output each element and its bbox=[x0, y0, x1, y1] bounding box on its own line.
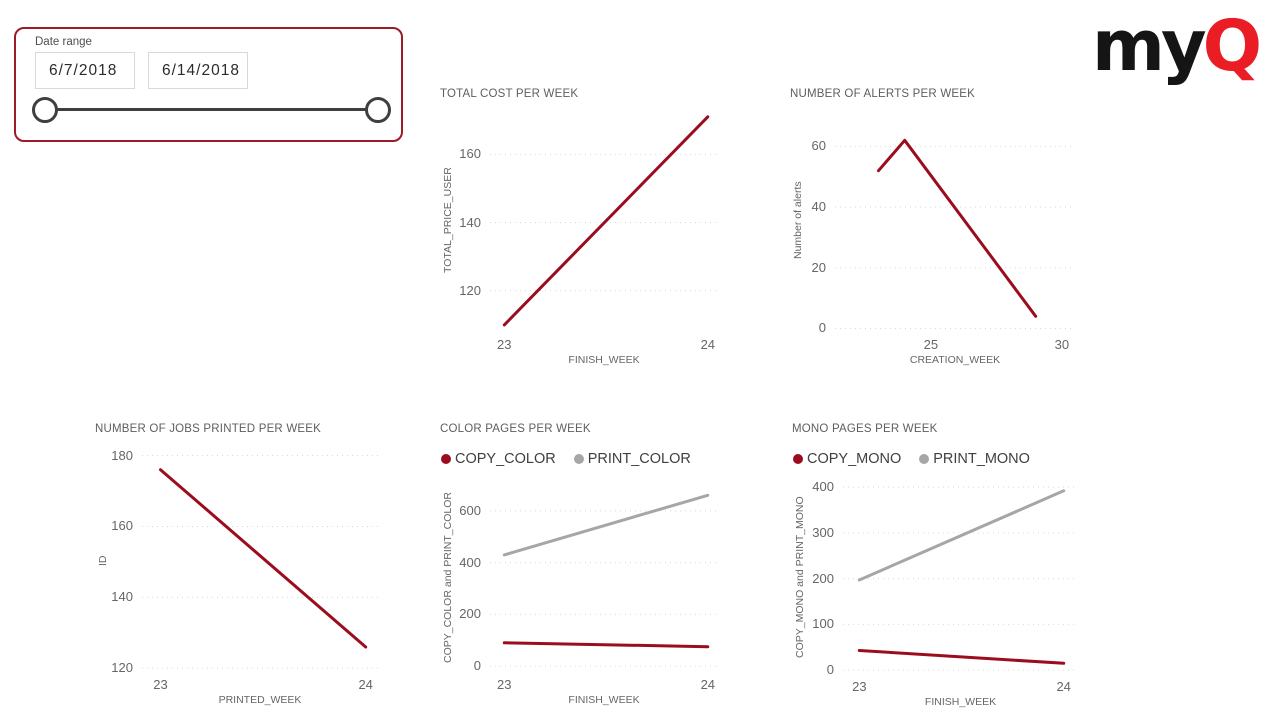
x-tick-label: 24 bbox=[358, 677, 373, 692]
x-tick-label: 23 bbox=[852, 679, 867, 694]
chart-jobs-printed-per-week: NUMBER OF JOBS PRINTED PER WEEK ID PRINT… bbox=[93, 421, 393, 721]
legend-dot-icon bbox=[441, 454, 451, 464]
y-tick-label: 200 bbox=[812, 570, 834, 586]
plot-area bbox=[490, 115, 718, 327]
plot-area bbox=[142, 455, 378, 669]
end-date-input[interactable] bbox=[148, 52, 248, 89]
y-tick-label: 60 bbox=[811, 138, 826, 154]
legend-item-copy-color: COPY_COLOR bbox=[441, 451, 556, 467]
series-line-PRINT_COLOR[interactable] bbox=[502, 493, 710, 557]
date-range-slider-track[interactable] bbox=[45, 108, 378, 111]
y-tick-label: 120 bbox=[111, 660, 133, 676]
y-tick-label: 400 bbox=[459, 554, 481, 570]
series-line-PRINT_MONO[interactable] bbox=[857, 489, 1066, 582]
x-axis-title: PRINTED_WEEK bbox=[218, 694, 302, 706]
legend-dot-icon bbox=[919, 454, 930, 464]
y-tick-label: 140 bbox=[111, 589, 133, 605]
series-line-TOTAL_PRICE_USER[interactable] bbox=[502, 115, 710, 327]
chart-total-cost-per-week: TOTAL COST PER WEEK TOTAL_PRICE_USER FIN… bbox=[438, 86, 730, 386]
x-tick-label: 23 bbox=[497, 337, 512, 352]
plot-area bbox=[835, 138, 1075, 329]
x-tick-label: 30 bbox=[1054, 337, 1070, 352]
x-tick-label: 24 bbox=[1056, 679, 1071, 694]
chart-title: NUMBER OF JOBS PRINTED PER WEEK bbox=[95, 423, 322, 435]
y-tick-label: 0 bbox=[826, 662, 834, 678]
start-date-input[interactable] bbox=[35, 52, 135, 89]
legend-item-print-mono: PRINT_MONO bbox=[919, 451, 1030, 467]
x-axis-title: FINISH_WEEK bbox=[924, 696, 997, 708]
y-tick-label: 120 bbox=[459, 282, 481, 298]
x-tick-label: 23 bbox=[497, 677, 512, 692]
series-line-ID[interactable] bbox=[159, 468, 368, 649]
legend-label: PRINT_MONO bbox=[933, 451, 1030, 467]
x-axis-title: FINISH_WEEK bbox=[568, 354, 640, 366]
y-tick-label: 200 bbox=[459, 606, 481, 622]
y-tick-label: 400 bbox=[812, 479, 834, 495]
y-tick-label: 600 bbox=[459, 502, 481, 518]
y-tick-label: 160 bbox=[459, 146, 481, 162]
y-tick-label: 20 bbox=[811, 259, 826, 275]
legend-item-copy-mono: COPY_MONO bbox=[793, 451, 901, 467]
myq-logo: myQ bbox=[1092, 4, 1262, 88]
myq-logo-q: Q bbox=[1202, 5, 1262, 87]
chart-legend: COPY_MONO PRINT_MONO bbox=[793, 451, 1030, 467]
x-tick-label: 24 bbox=[700, 337, 716, 352]
series-line-COPY_MONO[interactable] bbox=[857, 649, 1066, 665]
date-range-slicer: Date range bbox=[14, 27, 403, 142]
y-tick-label: 180 bbox=[111, 447, 133, 463]
chart-color-pages-per-week: COLOR PAGES PER WEEK COPY_COLOR PRINT_CO… bbox=[438, 421, 738, 721]
plot-area bbox=[843, 486, 1078, 671]
date-range-label: Date range bbox=[35, 36, 92, 48]
y-tick-label: 0 bbox=[818, 320, 826, 336]
chart-mono-pages-per-week: MONO PAGES PER WEEK COPY_MONO PRINT_MONO… bbox=[790, 421, 1090, 721]
chart-title: TOTAL COST PER WEEK bbox=[440, 88, 579, 100]
chart-title: COLOR PAGES PER WEEK bbox=[440, 423, 591, 435]
series-line-COPY_COLOR[interactable] bbox=[502, 641, 710, 649]
legend-label: PRINT_COLOR bbox=[587, 451, 691, 467]
x-axis-title: FINISH_WEEK bbox=[568, 694, 640, 706]
x-tick-label: 23 bbox=[153, 677, 168, 692]
slider-handle-start[interactable] bbox=[32, 97, 58, 123]
y-tick-label: 100 bbox=[812, 616, 834, 632]
x-tick-label: 25 bbox=[923, 337, 939, 352]
slider-handle-end[interactable] bbox=[365, 97, 391, 123]
chart-legend: COPY_COLOR PRINT_COLOR bbox=[441, 451, 691, 467]
y-tick-label: 140 bbox=[459, 214, 481, 230]
chart-title: NUMBER OF ALERTS PER WEEK bbox=[790, 88, 975, 100]
y-tick-label: 300 bbox=[812, 524, 834, 540]
chart-title: MONO PAGES PER WEEK bbox=[792, 423, 938, 435]
chart-number-of-alerts-per-week: NUMBER OF ALERTS PER WEEK Number of aler… bbox=[788, 86, 1088, 386]
series-line-Number of alerts[interactable] bbox=[877, 138, 1038, 318]
legend-dot-icon bbox=[793, 454, 803, 464]
y-tick-label: 160 bbox=[111, 518, 133, 534]
x-tick-label: 24 bbox=[700, 677, 716, 692]
legend-item-print-color: PRINT_COLOR bbox=[573, 451, 691, 467]
myq-logo-my: my bbox=[1092, 5, 1207, 87]
legend-dot-icon bbox=[573, 454, 584, 464]
y-tick-label: 0 bbox=[473, 658, 481, 674]
y-axis-title: ID bbox=[97, 555, 109, 567]
plot-area bbox=[490, 493, 718, 667]
x-axis-title: CREATION_WEEK bbox=[909, 354, 1001, 366]
legend-label: COPY_COLOR bbox=[455, 451, 556, 467]
legend-label: COPY_MONO bbox=[807, 451, 902, 467]
y-tick-label: 40 bbox=[811, 199, 826, 215]
